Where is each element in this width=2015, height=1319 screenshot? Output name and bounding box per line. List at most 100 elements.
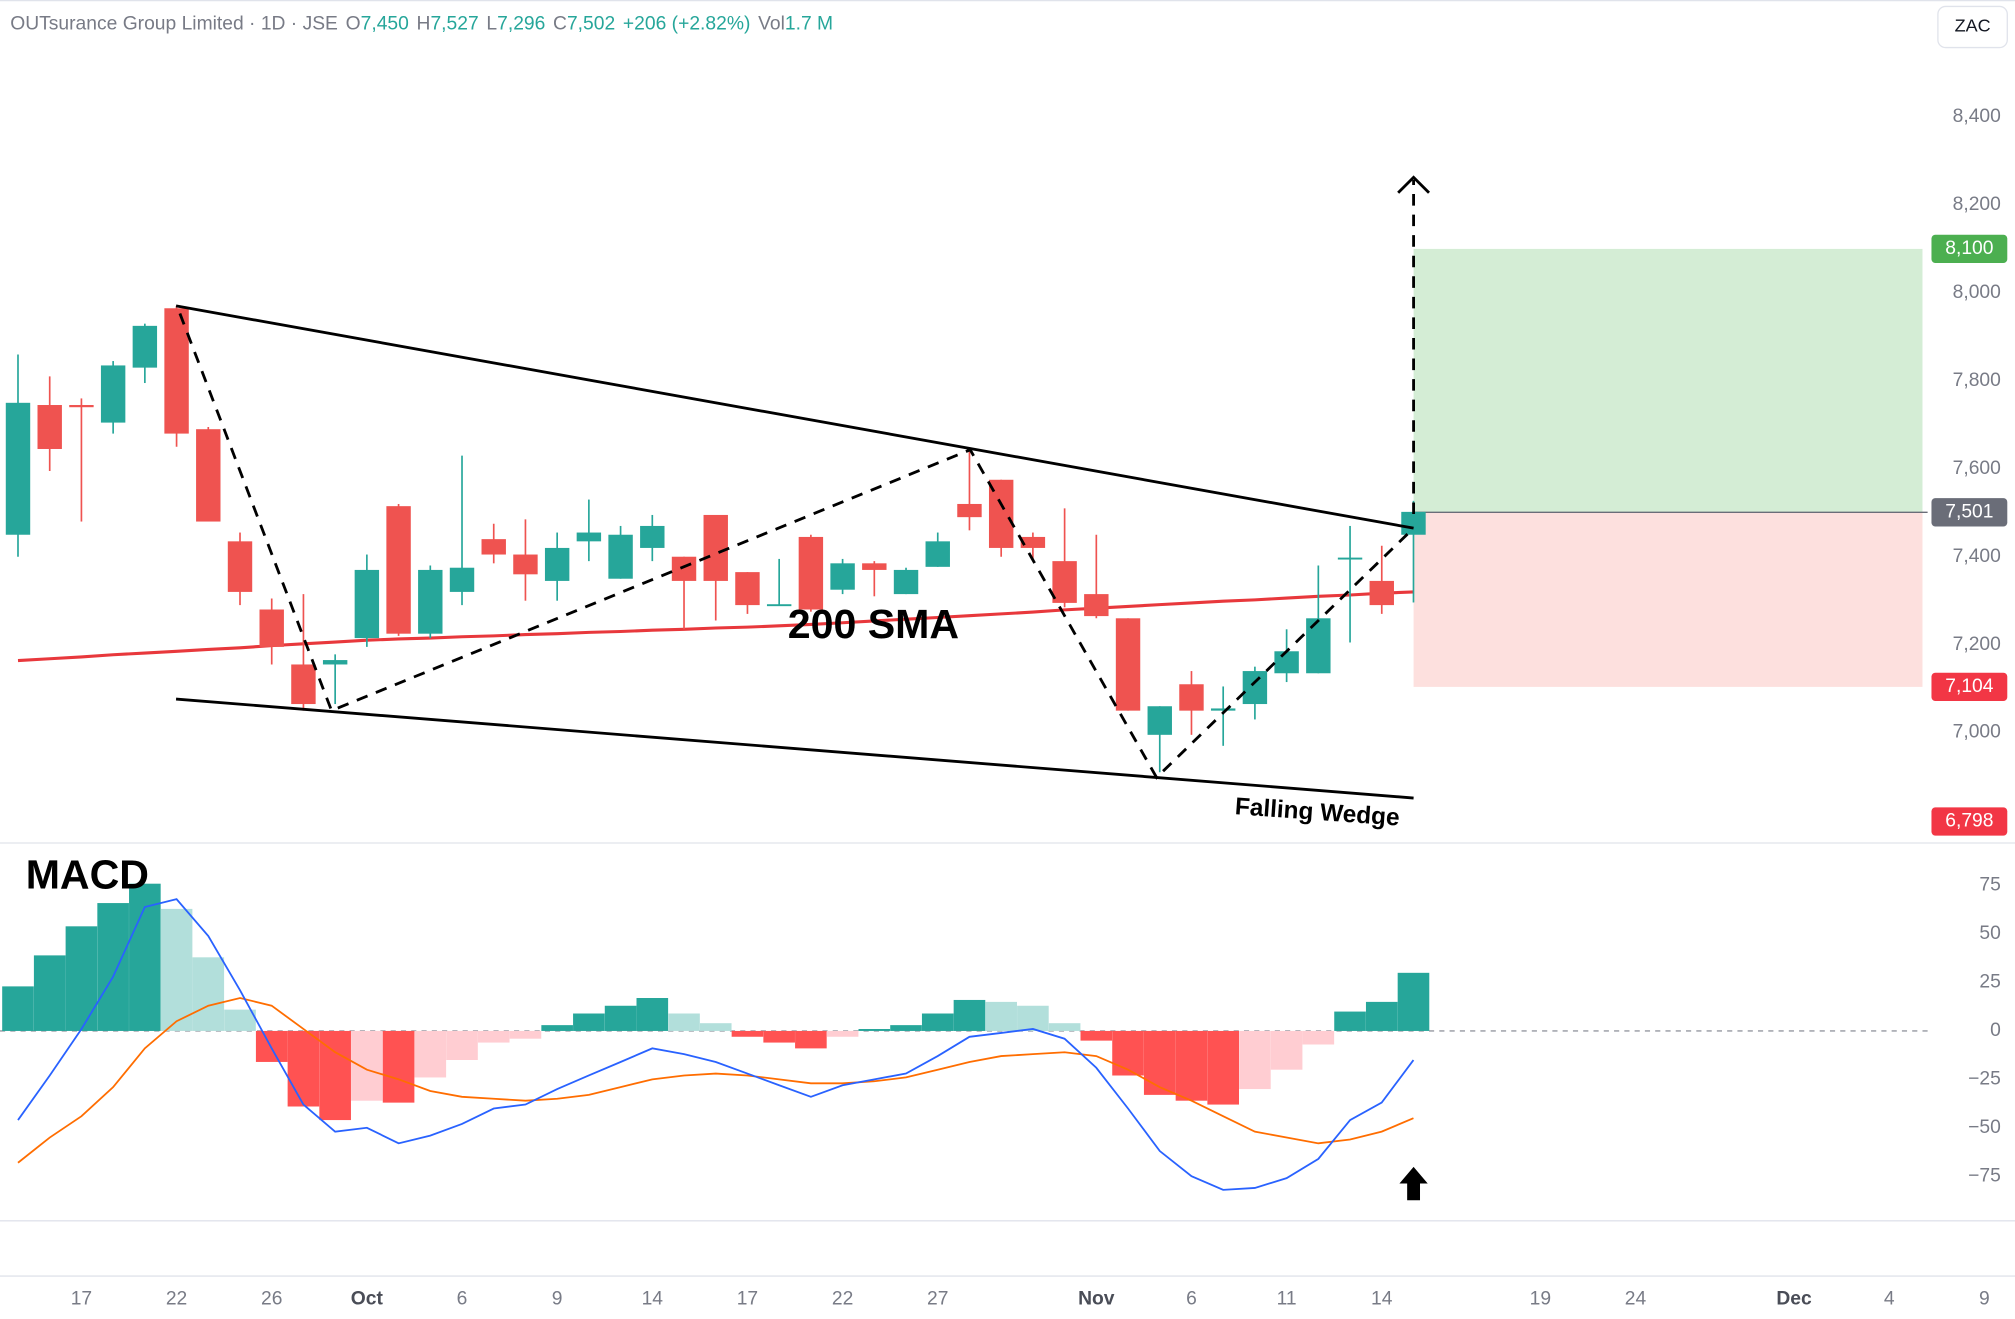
ohlc-label: C — [553, 14, 567, 35]
symbol-title: OUTsurance Group Limited · 1D · JSE — [10, 14, 338, 35]
candle-body — [100, 365, 126, 423]
x-tick-label: 19 — [1530, 1288, 1551, 1309]
histogram-bar — [668, 1013, 700, 1031]
x-tick-label: 9 — [552, 1288, 563, 1309]
x-tick-label: 4 — [1884, 1288, 1895, 1309]
histogram-bar — [636, 998, 669, 1031]
target-zone — [1413, 248, 1923, 513]
y-tick-label: 25 — [1979, 972, 2000, 993]
candle-body — [735, 572, 760, 606]
candle-body — [291, 664, 316, 705]
ohlc-value: 7,450 — [361, 14, 409, 35]
x-tick-label: 6 — [457, 1288, 468, 1309]
zigzag-dashed — [178, 313, 1415, 780]
candle-body — [608, 534, 633, 579]
x-tick-label: Nov — [1078, 1288, 1115, 1309]
candle-body — [576, 532, 602, 542]
indicator-line — [17, 898, 1415, 1191]
histogram-bar — [795, 1030, 827, 1049]
x-tick-label: Dec — [1776, 1288, 1812, 1309]
histogram-bar — [953, 999, 986, 1031]
candle-body — [862, 563, 887, 570]
histogram-bar — [1175, 1030, 1208, 1101]
x-tick-label: 17 — [737, 1288, 758, 1309]
y-tick-label: 0 — [1990, 1020, 2001, 1041]
histogram-bar — [414, 1030, 447, 1078]
candle-body — [132, 325, 158, 368]
histogram-bar — [1239, 1030, 1271, 1090]
histogram-bar — [699, 1023, 732, 1031]
histogram-bar — [921, 1013, 954, 1031]
x-tick-label: 26 — [261, 1288, 282, 1309]
candle-body — [1337, 557, 1363, 560]
price-tag-label: 6,798 — [1945, 811, 1993, 832]
histogram-bar — [1302, 1030, 1335, 1045]
candle-body — [766, 604, 792, 607]
histogram-bar — [319, 1030, 351, 1121]
candle-body — [69, 405, 94, 408]
histogram-bar — [763, 1030, 795, 1043]
candle-body — [893, 569, 919, 595]
candle-body — [544, 547, 570, 581]
histogram-bar — [1270, 1030, 1303, 1070]
header-legend: OUTsurance Group Limited · 1D · JSE O7,45… — [10, 14, 833, 35]
candle-body — [640, 525, 665, 548]
y-tick-label: 7,800 — [1953, 370, 2001, 391]
price-tag — [1931, 234, 2008, 264]
indicator-line — [17, 590, 1414, 663]
histogram-bar — [33, 955, 66, 1031]
histogram-bar — [1207, 1030, 1239, 1105]
histogram-bar — [604, 1005, 637, 1031]
candle-body — [386, 506, 411, 634]
ohlc-label: L — [486, 14, 497, 35]
candle-body — [259, 609, 284, 647]
histogram-bar — [65, 926, 98, 1031]
candle-body — [957, 503, 982, 518]
candle-body — [1274, 651, 1299, 674]
candle-body — [1020, 536, 1046, 548]
histogram-bar — [890, 1025, 922, 1031]
indicator-line — [17, 997, 1414, 1164]
x-tick-label: 17 — [71, 1288, 92, 1309]
candle-body — [322, 660, 348, 665]
y-tick-label: −50 — [1968, 1117, 2001, 1138]
candle-body — [925, 541, 950, 567]
histogram-bar — [477, 1030, 510, 1043]
histogram-bar — [446, 1030, 478, 1061]
histogram-bar — [826, 1030, 859, 1037]
histogram-bar — [1048, 1023, 1081, 1031]
histogram-bar — [97, 903, 129, 1031]
histogram-bar — [224, 1009, 256, 1031]
candle-body — [481, 539, 506, 555]
candle-body — [354, 569, 380, 639]
y-tick-label: 8,000 — [1953, 282, 2001, 303]
x-tick-label: 22 — [832, 1288, 853, 1309]
histogram-bar — [160, 908, 193, 1031]
macd-title: MACD — [26, 852, 149, 898]
candle-body — [703, 514, 728, 581]
y-tick-label: −25 — [1968, 1068, 2001, 1089]
candle-body — [1084, 594, 1109, 617]
candle-body — [1306, 618, 1331, 674]
x-tick-label: Oct — [351, 1288, 384, 1309]
histogram-bar — [192, 957, 225, 1031]
sma-annotation: 200 SMA — [788, 601, 959, 647]
histogram-bar — [382, 1030, 415, 1103]
candle-body — [196, 429, 221, 522]
position-zones — [1413, 248, 1928, 687]
candle-body — [1401, 511, 1426, 535]
candle-body — [418, 569, 443, 634]
wedge-lower-line — [175, 697, 1414, 800]
candle-body — [1115, 618, 1141, 711]
x-tick-label: 24 — [1625, 1288, 1647, 1309]
x-tick-label: 11 — [1277, 1288, 1297, 1309]
wedge-upper-line — [175, 304, 1414, 530]
projection-arrowhead — [1397, 175, 1431, 194]
histogram-bar — [573, 1013, 605, 1031]
currency-label[interactable]: ZAC — [1955, 16, 1991, 36]
y-tick-label: −75 — [1968, 1165, 2001, 1186]
change-value: +206 (+2.82%) — [623, 14, 750, 35]
currency-button[interactable] — [1937, 5, 2008, 49]
y-tick-label: 7,400 — [1953, 546, 2001, 567]
